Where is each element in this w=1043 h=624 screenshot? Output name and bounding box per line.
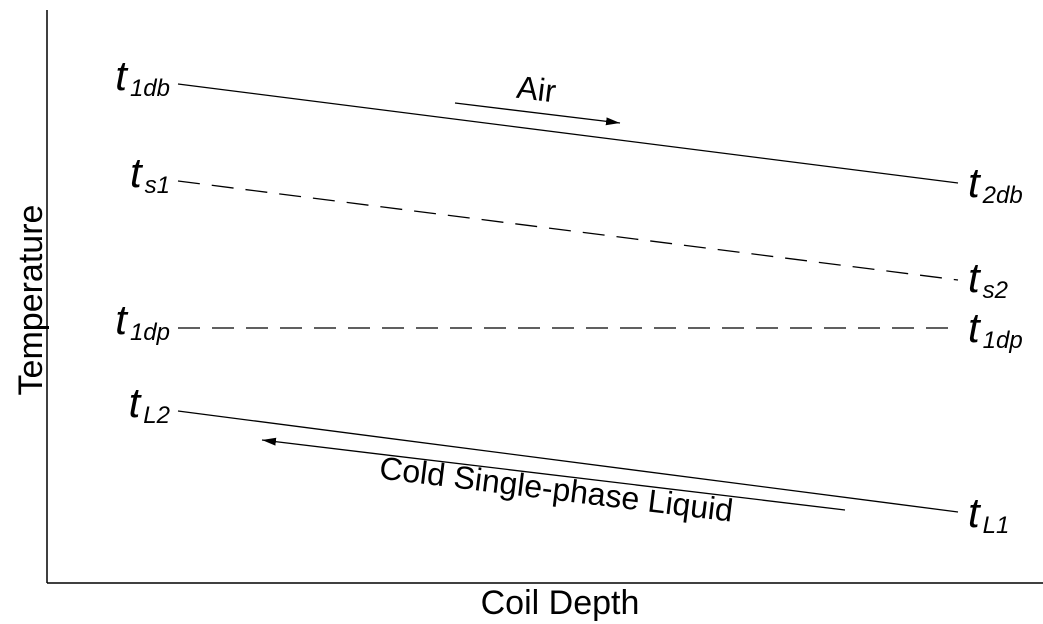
temperature-label: t 1dp [968, 304, 1023, 354]
label-symbol: t [115, 296, 129, 343]
label-symbol: t [968, 304, 982, 351]
air-line [177, 83, 959, 184]
surface-line [177, 180, 959, 281]
label-symbol: t [115, 52, 129, 99]
x-axis-label: Coil Depth [481, 584, 640, 622]
liquid-label: Cold Single-phase Liquid [378, 450, 736, 529]
temperature-label: t 1dp [115, 296, 170, 346]
liquid-line [177, 410, 959, 513]
liquid-arrow [261, 437, 846, 511]
label-subscript: s1 [145, 172, 170, 199]
label-symbol: t [129, 379, 143, 426]
label-symbol: t [968, 159, 982, 206]
temperature-label: t s1 [130, 149, 170, 199]
temperature-label: t L2 [129, 379, 170, 429]
temperature-label: t 2db [968, 159, 1023, 209]
temperature-label: t 1db [115, 52, 170, 102]
y-axis-label: Temperature [12, 205, 50, 396]
temperature-label: t L1 [968, 489, 1009, 539]
label-subscript: 1dp [983, 327, 1023, 354]
label-symbol: t [968, 489, 982, 536]
air-label: Air [515, 69, 559, 110]
label-subscript: 1db [130, 75, 170, 102]
label-subscript: s2 [983, 277, 1008, 304]
label-subscript: L2 [143, 402, 170, 429]
label-symbol: t [130, 149, 144, 196]
label-subscript: 2db [982, 182, 1023, 209]
temperature-label: t s2 [968, 254, 1008, 304]
air-arrow [454, 102, 621, 126]
label-subscript: L1 [983, 512, 1010, 539]
label-subscript: 1dp [130, 319, 170, 346]
label-symbol: t [968, 254, 982, 301]
